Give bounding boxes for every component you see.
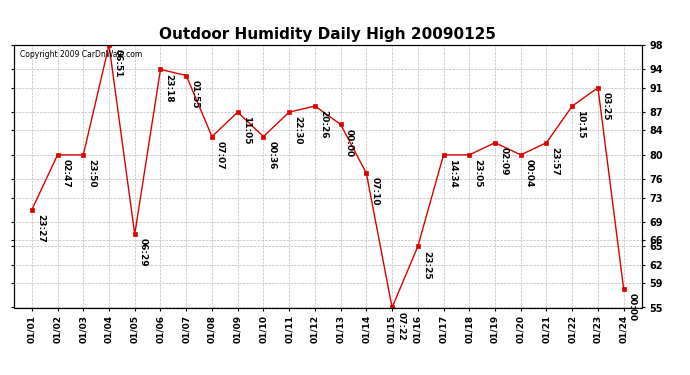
Text: 23:25: 23:25 bbox=[422, 251, 431, 279]
Title: Outdoor Humidity Daily High 20090125: Outdoor Humidity Daily High 20090125 bbox=[159, 27, 496, 42]
Text: 02:09: 02:09 bbox=[499, 147, 509, 176]
Text: 01:55: 01:55 bbox=[190, 80, 199, 108]
Text: 23:57: 23:57 bbox=[551, 147, 560, 176]
Text: 23:18: 23:18 bbox=[165, 74, 174, 102]
Text: 07:22: 07:22 bbox=[396, 312, 405, 340]
Text: 07:07: 07:07 bbox=[216, 141, 225, 170]
Text: 06:51: 06:51 bbox=[113, 49, 122, 78]
Text: 22:30: 22:30 bbox=[293, 116, 302, 145]
Text: 14:34: 14:34 bbox=[448, 159, 457, 188]
Text: 00:00: 00:00 bbox=[628, 293, 637, 321]
Text: 23:27: 23:27 bbox=[36, 214, 45, 243]
Text: 00:36: 00:36 bbox=[268, 141, 277, 169]
Text: 02:47: 02:47 bbox=[61, 159, 70, 188]
Text: Copyright 2009 CarDnWals.com: Copyright 2009 CarDnWals.com bbox=[20, 50, 142, 59]
Text: 23:05: 23:05 bbox=[473, 159, 482, 188]
Text: 06:29: 06:29 bbox=[139, 238, 148, 267]
Text: 10:15: 10:15 bbox=[576, 110, 585, 139]
Text: 03:25: 03:25 bbox=[602, 92, 611, 120]
Text: 20:26: 20:26 bbox=[319, 110, 328, 139]
Text: 07:10: 07:10 bbox=[371, 177, 380, 206]
Text: 00:00: 00:00 bbox=[345, 129, 354, 157]
Text: 23:50: 23:50 bbox=[88, 159, 97, 188]
Text: 11:05: 11:05 bbox=[242, 116, 251, 145]
Text: 00:04: 00:04 bbox=[525, 159, 534, 188]
